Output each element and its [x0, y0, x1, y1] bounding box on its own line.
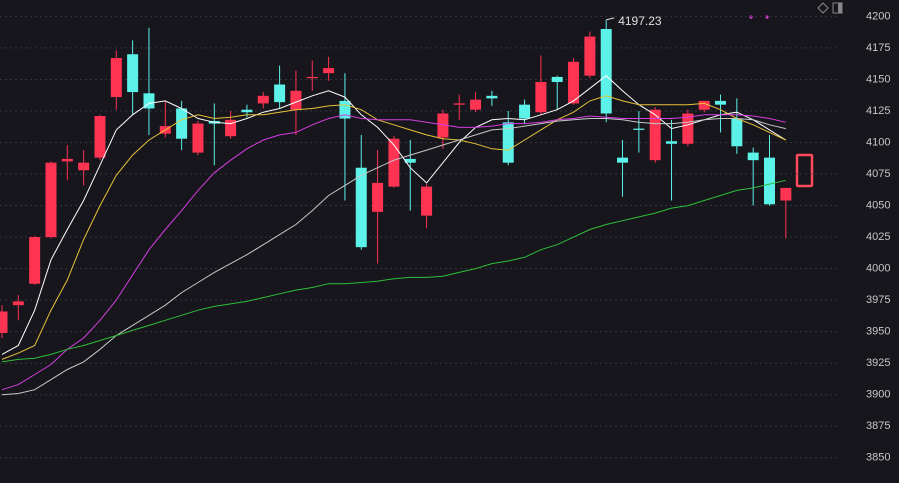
candle-body [94, 116, 106, 158]
y-tick-label: 4075 [866, 168, 890, 180]
moving-average-line [1, 95, 787, 360]
candle-body [633, 128, 645, 130]
next-candle-placeholder [795, 153, 814, 188]
candle-body [551, 76, 563, 82]
candle-body [290, 90, 302, 110]
candle-body [78, 162, 90, 171]
candle-body [355, 167, 367, 248]
moving-average-line [1, 118, 786, 396]
y-tick-label: 4125 [866, 105, 890, 117]
candle-body [600, 29, 612, 114]
candle-body [176, 108, 188, 139]
y-tick-label: 3875 [866, 420, 890, 432]
candle-body [29, 237, 41, 284]
candle-body [649, 109, 661, 161]
candle-body [372, 182, 384, 212]
panel-icon-fill [838, 3, 842, 13]
candle-body [453, 103, 465, 105]
candle-body [274, 84, 286, 103]
candle-body [257, 95, 269, 104]
high-label-pointer [606, 17, 615, 21]
candle-body [519, 104, 531, 119]
candle-body [437, 113, 449, 138]
moving-average-line [1, 114, 786, 391]
candle-body [61, 158, 73, 162]
y-tick-label: 4150 [866, 73, 890, 85]
moving-average-line [1, 75, 787, 355]
candle-body [388, 138, 400, 187]
candle-body [127, 54, 139, 93]
candle-body [192, 123, 204, 153]
candle-body [764, 157, 776, 205]
y-tick-label: 4050 [866, 199, 890, 211]
candle-body [682, 113, 694, 144]
y-tick-label: 3900 [866, 389, 890, 401]
y-tick-label: 3925 [866, 357, 890, 369]
candle-body [698, 100, 710, 110]
candle-body [747, 152, 759, 161]
candle-body [45, 162, 57, 238]
candle-body [470, 99, 482, 110]
indicator-dot [749, 15, 753, 19]
y-tick-label: 4100 [866, 136, 890, 148]
diamond-icon[interactable] [817, 2, 829, 14]
y-tick-label: 4000 [866, 263, 890, 275]
candle-body [306, 76, 318, 79]
y-tick-label: 4025 [866, 231, 890, 243]
candle-body [780, 187, 792, 201]
y-tick-label: 3850 [866, 452, 890, 464]
candle-body [666, 141, 678, 144]
candle-body [0, 311, 8, 333]
candle-body [731, 118, 743, 147]
candle-body [323, 68, 335, 74]
indicator-dot [765, 15, 769, 19]
candle-body [421, 186, 433, 216]
candle-body [617, 157, 629, 163]
candle-body [502, 122, 514, 163]
moving-average-line [1, 179, 786, 363]
candle-body [241, 109, 253, 113]
candle-body [110, 58, 122, 98]
y-tick-label: 3975 [866, 294, 890, 306]
candle-body [143, 93, 155, 109]
candle-body [225, 119, 237, 137]
y-tick-label: 4200 [866, 10, 890, 22]
candle-body [535, 81, 547, 113]
y-tick-label: 3950 [866, 326, 890, 338]
candle-body [12, 301, 24, 306]
candle-body [568, 61, 580, 104]
candle-body [486, 95, 498, 99]
candle-body [715, 100, 727, 105]
candle-body [404, 158, 416, 163]
y-tick-label: 4175 [866, 42, 890, 54]
candle-body [339, 100, 351, 119]
candle-body [584, 36, 596, 76]
high-label: 4197.23 [618, 14, 662, 28]
